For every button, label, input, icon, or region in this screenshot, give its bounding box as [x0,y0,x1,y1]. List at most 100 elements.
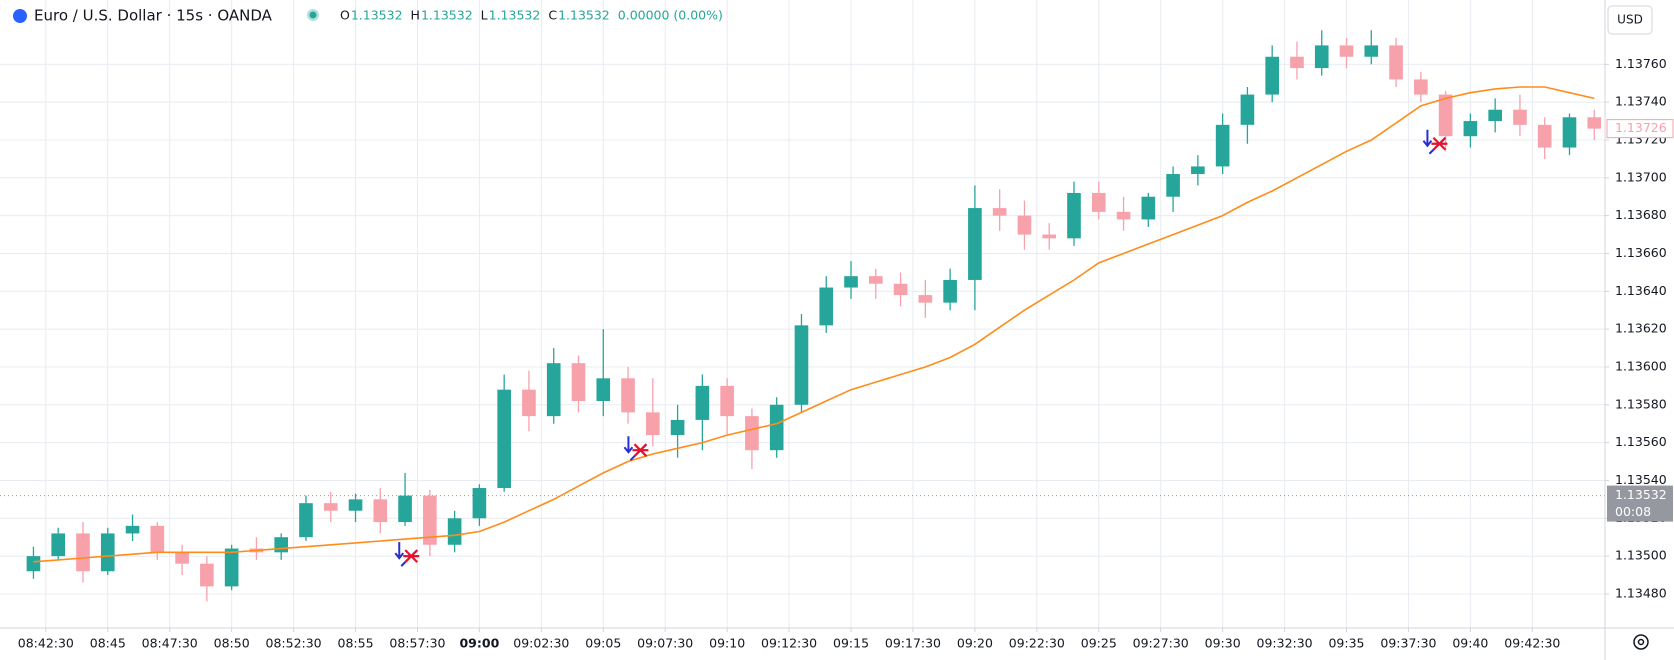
x-tick-label: 09:27:30 [1133,636,1189,651]
y-tick-label: 1.13620 [1615,321,1667,336]
candle-body [150,525,165,553]
y-tick-label: 1.13600 [1615,358,1667,373]
x-tick-label: 08:55 [338,636,374,651]
candle-body [844,276,858,288]
candle-body [1389,45,1403,80]
last-price-label: 1.13726 [1615,120,1667,135]
ohlc-value: 1.13532 [351,8,403,23]
x-tick-label: 09:37:30 [1380,636,1436,651]
candle-body [621,378,635,413]
signal-cross [632,443,649,457]
settings-icon[interactable] [1633,634,1649,650]
y-tick-label: 1.13500 [1615,548,1667,563]
candle-body [893,283,908,296]
candle-body [1414,79,1428,95]
candle-body [299,503,313,538]
signal-cross [403,549,420,563]
candle-body [224,548,239,587]
x-tick-label: 09:25 [1081,636,1117,651]
x-tick-label: 09:10 [709,636,745,651]
x-tick-label: 08:50 [214,636,250,651]
x-tick-label: 08:47:30 [142,636,198,651]
candle-body [720,385,734,417]
candle-body [200,563,214,587]
candle-body [100,533,115,572]
candle-body [472,488,487,519]
candle-body [1240,94,1255,125]
signal-cross [1431,136,1448,151]
candle-body [1141,196,1156,220]
candle-body [1364,45,1379,57]
ohlc-label: O [340,8,350,23]
candle-body [423,495,437,545]
x-tick-label: 09:05 [585,636,621,651]
candle-body [497,389,511,489]
y-tick-label: 1.13560 [1615,434,1667,449]
candle-body [1587,117,1602,129]
settings-gear-center[interactable] [1637,638,1645,646]
candle-body [1513,109,1527,125]
signal [623,436,649,461]
candle-body [745,416,759,451]
last-price-box [1606,119,1674,139]
countdown-label: 00:08 [1615,504,1651,519]
candle-body [596,378,611,402]
status-dot [309,11,317,19]
ohlc-value: 1.13532 [558,8,610,23]
settings-gear[interactable] [1633,634,1649,650]
ohlc-value: 1.13532 [489,8,541,23]
candle-body [348,499,363,511]
candle-body [571,363,586,402]
candle-body [1314,45,1329,69]
y-tick-label: 1.13660 [1615,245,1667,260]
candle-body [398,495,412,523]
candle-body [868,276,883,284]
candle-body [968,208,982,280]
symbol-icon[interactable] [13,9,27,23]
candle-body [1562,117,1577,148]
ohlc-label: L [481,8,488,23]
currency-button[interactable] [1607,5,1653,35]
candle-body [1116,211,1131,220]
candle-body [1215,124,1230,167]
ohlc-header: O 1.13532 H 1.13532 L 1.13532 C 1.13532 0.00000 … [340,8,723,23]
candle-body [76,533,90,572]
plot-area [0,0,1605,628]
candle-body [1265,56,1280,95]
x-tick-label: 08:42:30 [18,636,74,651]
candle-body [819,287,834,326]
x-tick-label: 09:02:30 [513,636,569,651]
y-tick-label: 1.13680 [1615,207,1667,222]
price-line-box [1607,485,1673,522]
candle-body [175,552,189,564]
y-tick-label: 1.13760 [1615,56,1667,71]
x-tick-label: 09:42:30 [1504,636,1560,651]
candle-body [1042,234,1057,239]
candle-body [918,295,933,303]
x-tick-label: 09:22:30 [1009,636,1065,651]
x-tick-label: 09:07:30 [637,636,693,651]
ohlc-label: C [548,8,557,23]
price-line-label: 1.13532 [1615,487,1667,502]
x-tick-label: 09:40 [1452,636,1488,651]
candle-body [323,503,338,511]
candle-body [1290,56,1304,69]
ohlc-label: H [411,8,420,23]
candle-body [447,518,462,545]
candle-body [274,537,289,553]
y-tick-label: 1.13480 [1615,585,1667,600]
candle-body [125,525,140,534]
candle-body [546,363,561,417]
y-tick-label: 1.13700 [1615,169,1667,184]
x-tick-label: 09:20 [957,636,993,651]
y-tick-label: 1.13580 [1615,396,1667,411]
currency-label[interactable]: USD [1617,13,1643,27]
symbol-title[interactable]: Euro / U.S. Dollar · 15s · OANDA [34,7,273,25]
candle-body [1488,109,1502,122]
x-tick-label: 09:17:30 [885,636,941,651]
candle-body [670,419,685,436]
moving-average [33,86,1595,563]
x-tick-label: 09:12:30 [761,636,817,651]
